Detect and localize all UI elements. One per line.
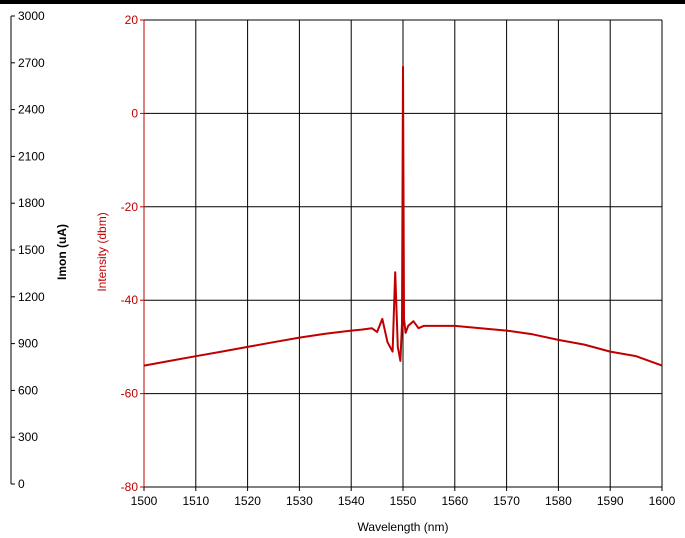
imon-tick-label: 3000 — [18, 9, 45, 23]
wavelength-tick-label: 1520 — [234, 494, 261, 508]
intensity-axis-title: Intensity (dbm) — [95, 212, 109, 291]
wavelength-tick-label: 1600 — [649, 494, 676, 508]
wavelength-axis: 1500 1510 1520 1530 1540 1550 1560 1570 1580 1590… — [131, 487, 676, 508]
wavelength-tick-label: 1570 — [493, 494, 520, 508]
intensity-series-line — [144, 67, 662, 366]
wavelength-tick-label: 1510 — [182, 494, 209, 508]
wavelength-tick-label: 1560 — [441, 494, 468, 508]
wavelength-ticks: 1500 1510 1520 1530 1540 1550 1560 1570 1580 1590… — [131, 487, 676, 508]
imon-tick-label: 0 — [18, 477, 25, 491]
intensity-tick-label: -80 — [121, 480, 139, 494]
imon-tick-label: 2100 — [18, 149, 45, 163]
imon-tick-label: 1500 — [18, 243, 45, 257]
intensity-ticks: 20 0 -20 -40 -60 -80 — [121, 13, 144, 494]
imon-tick-label: 900 — [18, 337, 38, 351]
wavelength-tick-label: 1550 — [390, 494, 417, 508]
imon-tick-label: 600 — [18, 383, 38, 397]
imon-tick-label: 2400 — [18, 103, 45, 117]
wavelength-tick-label: 1580 — [545, 494, 572, 508]
intensity-tick-label: 20 — [125, 13, 139, 27]
series-layer — [144, 67, 662, 366]
intensity-tick-label: 0 — [131, 106, 138, 120]
wavelength-tick-label: 1530 — [286, 494, 313, 508]
intensity-tick-label: -60 — [121, 387, 139, 401]
imon-tick-label: 300 — [18, 430, 38, 444]
wavelength-tick-label: 1500 — [131, 494, 158, 508]
imon-tick-label: 1800 — [18, 196, 45, 210]
imon-tick-label: 2700 — [18, 56, 45, 70]
intensity-tick-label: -40 — [121, 293, 139, 307]
intensity-axis: 20 0 -20 -40 -60 -80 — [121, 13, 144, 494]
intensity-tick-label: -20 — [121, 200, 139, 214]
imon-tick-label: 1200 — [18, 290, 45, 304]
imon-axis-title: Imon (uA) — [55, 224, 69, 280]
wavelength-tick-label: 1590 — [597, 494, 624, 508]
wavelength-axis-title: Wavelength (nm) — [358, 520, 449, 534]
wavelength-tick-label: 1540 — [338, 494, 365, 508]
